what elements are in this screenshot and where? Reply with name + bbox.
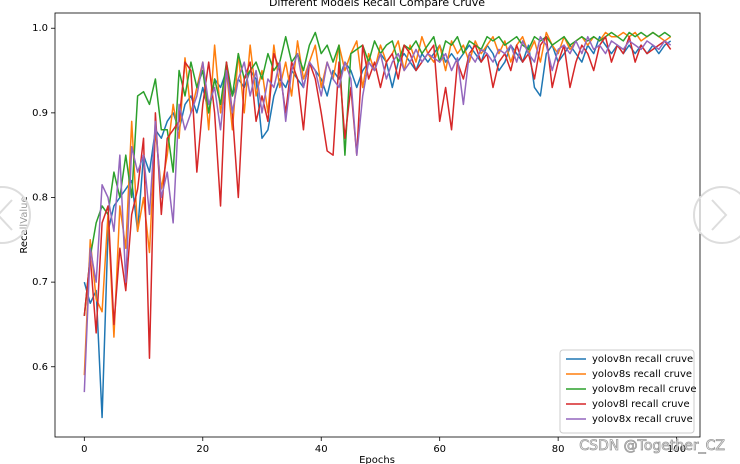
x-tick-label: 0 — [81, 444, 87, 455]
legend-label: yolov8m recall cruve — [592, 384, 697, 395]
x-tick-label: 100 — [667, 444, 686, 455]
legend-label: yolov8s recall cruve — [592, 369, 692, 380]
series-line — [83, 31, 672, 317]
x-tick-label: 40 — [315, 444, 328, 455]
legend-label: yolov8n recall cruve — [592, 354, 693, 365]
prev-arrow — [0, 199, 13, 231]
next-arrow — [711, 199, 728, 231]
y-tick-label: 0.7 — [32, 277, 48, 288]
prev-button[interactable] — [0, 186, 31, 244]
series-line — [83, 35, 672, 360]
x-axis-label: Epochs — [359, 455, 395, 464]
x-tick-label: 80 — [552, 444, 565, 455]
plot-area: 0 20 40 60 80 100 0.6 0.7 0.8 0.9 1.0 yolov8n recal… — [32, 23, 696, 455]
y-tick-label: 0.8 — [32, 192, 48, 203]
y-tick-label: 1.0 — [32, 23, 48, 34]
chart-title: Different Models Recall Compare Cruve — [269, 0, 485, 9]
watermark: CSDN @Together_CZ — [579, 438, 725, 454]
legend-box — [559, 349, 695, 434]
legend-label: yolov8l recall cruve — [592, 399, 690, 410]
x-tick-label: 20 — [196, 444, 209, 455]
next-button[interactable] — [693, 186, 740, 244]
legend-label: yolov8x recall cruve — [592, 414, 693, 425]
series-line — [83, 35, 672, 393]
y-tick-label: 0.9 — [32, 108, 48, 119]
legend: yolov8n recall cruve yolov8s recall cruve… — [559, 349, 697, 434]
y-tick-label: 0.6 — [32, 362, 48, 373]
x-tick-label: 60 — [433, 444, 446, 455]
